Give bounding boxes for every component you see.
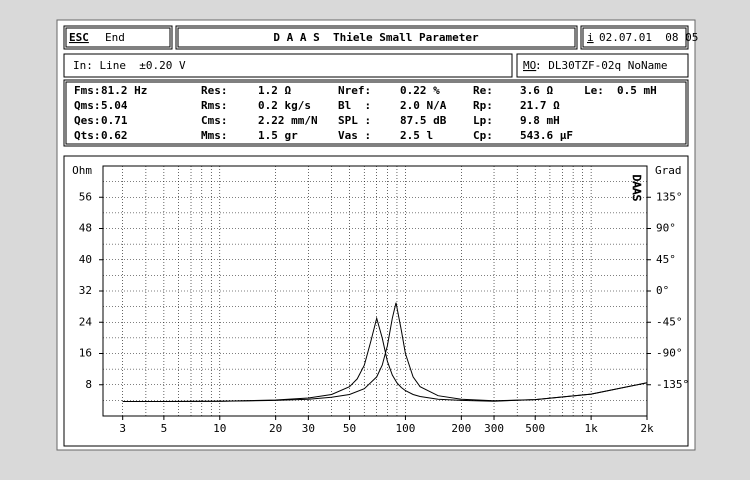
title-frame	[177, 27, 576, 48]
y-tick-label: 56	[79, 190, 92, 203]
y2-tick-label: 0°	[656, 284, 669, 297]
param-label: Rms:	[201, 99, 228, 112]
param-label: Bl :	[338, 99, 371, 112]
param-value: 81.2 Hz	[101, 84, 147, 97]
esc-key: ESC	[69, 31, 89, 44]
x-tick-label: 2k	[640, 422, 654, 435]
param-value: 1.5 gr	[258, 129, 298, 142]
param-value: 0.5 mH	[617, 84, 657, 97]
y-axis-label: Ohm	[72, 164, 92, 177]
param-value: 0.22 %	[400, 84, 440, 97]
x-tick-label: 300	[484, 422, 504, 435]
param-label: Qes:	[74, 114, 101, 127]
impedance-curve	[122, 302, 648, 402]
param-value: 1.2 Ω	[258, 84, 291, 97]
x-tick-label: 10	[213, 422, 226, 435]
logo: DAAS	[630, 175, 643, 202]
y-tick-label: 24	[79, 315, 93, 328]
input-box	[63, 53, 513, 78]
param-label: Nref:	[338, 84, 371, 97]
param-value: 2.22 mm/N	[258, 114, 318, 127]
model-box[interactable]	[516, 53, 689, 78]
param-value: 0.71	[101, 114, 128, 127]
x-tick-label: 30	[302, 422, 315, 435]
x-tick-label: 20	[269, 422, 282, 435]
app-title: D A A S Thiele Small Parameter	[273, 31, 479, 44]
params-box	[63, 79, 689, 147]
param-value: 21.7 Ω	[520, 99, 560, 112]
y2-tick-label: -90°	[656, 347, 683, 360]
chart-box	[63, 155, 689, 447]
param-value: 0.62	[101, 129, 128, 142]
datetime: 02.07.01 08 05	[599, 31, 698, 44]
esc-frame	[65, 27, 171, 48]
param-value: 9.8 mH	[520, 114, 560, 127]
param-label: SPL :	[338, 114, 371, 127]
param-label: Vas :	[338, 129, 371, 142]
model-name: : DL30TZF-02q NoName	[535, 59, 667, 72]
y2-tick-label: 90°	[656, 222, 676, 235]
y-tick-label: 8	[85, 378, 92, 391]
y-tick-label: 16	[79, 347, 92, 360]
date-box[interactable]	[580, 25, 689, 50]
param-value: 3.6 Ω	[520, 84, 553, 97]
esc-button[interactable]	[63, 25, 173, 50]
y2-axis-label: Grad	[655, 164, 682, 177]
x-tick-label: 3	[119, 422, 126, 435]
y2-tick-label: 45°	[656, 253, 676, 266]
info-key: i	[587, 31, 594, 44]
param-value: 0.2 kg/s	[258, 99, 311, 112]
param-label: Re:	[473, 84, 493, 97]
y2-tick-label: -45°	[656, 315, 683, 328]
x-tick-label: 50	[343, 422, 356, 435]
x-tick-label: 200	[451, 422, 471, 435]
param-label: Fms:	[74, 84, 101, 97]
params-frame	[65, 81, 687, 145]
param-label: Lp:	[473, 114, 493, 127]
param-label: Cms:	[201, 114, 228, 127]
param-label: Qms:	[74, 99, 101, 112]
y2-tick-label: -135°	[656, 378, 689, 391]
x-tick-label: 5	[161, 422, 168, 435]
model-key: MO	[523, 59, 536, 72]
y-tick-label: 40	[79, 253, 92, 266]
y-tick-label: 48	[79, 222, 92, 235]
param-value: 2.0 N/A	[400, 99, 447, 112]
y-tick-label: 32	[79, 284, 92, 297]
input-level: In: Line ±0.20 V	[73, 59, 186, 72]
x-tick-label: 100	[396, 422, 416, 435]
end-label: End	[105, 31, 125, 44]
param-label: Qts:	[74, 129, 101, 142]
impedance-curve	[122, 316, 648, 402]
param-value: 2.5 l	[400, 129, 433, 142]
date-frame	[582, 27, 687, 48]
x-tick-label: 500	[525, 422, 545, 435]
param-value: 5.04	[101, 99, 128, 112]
x-tick-label: 1k	[584, 422, 598, 435]
y2-tick-label: 135°	[656, 190, 683, 203]
param-label: Rp:	[473, 99, 493, 112]
param-label: Le:	[584, 84, 604, 97]
param-label: Res:	[201, 84, 228, 97]
param-value: 543.6 µF	[520, 129, 573, 142]
param-label: Mms:	[201, 129, 228, 142]
param-label: Cp:	[473, 129, 493, 142]
title-box	[175, 25, 578, 50]
param-value: 87.5 dB	[400, 114, 447, 127]
